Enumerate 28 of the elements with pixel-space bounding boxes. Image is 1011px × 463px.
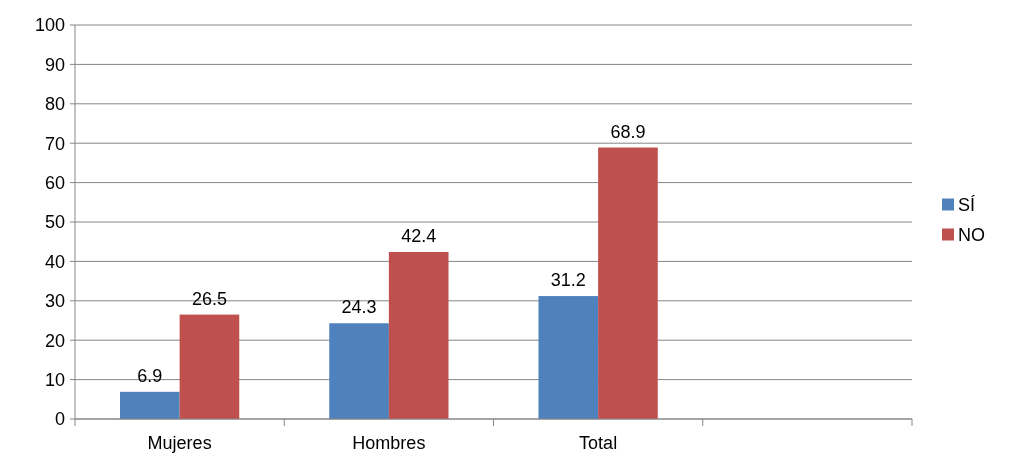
data-label: 6.9: [137, 365, 163, 386]
y-tick-label: 90: [44, 54, 65, 75]
bar: [598, 147, 658, 419]
legend-label: SÍ: [958, 194, 976, 215]
y-tick-label: 50: [44, 212, 65, 233]
data-label: 26.5: [191, 288, 227, 309]
y-tick-label: 40: [44, 251, 65, 272]
x-tick-label: Hombres: [352, 433, 426, 453]
y-tick-label: 10: [44, 369, 65, 390]
bar: [179, 314, 240, 419]
legend-label: NO: [958, 224, 985, 245]
y-tick-label: 30: [44, 291, 65, 312]
data-label: 68.9: [610, 121, 646, 142]
x-tick-label: Total: [579, 433, 618, 453]
bar: [119, 391, 180, 419]
y-tick-label: 0: [54, 409, 65, 430]
y-tick-label: 80: [44, 94, 65, 115]
x-tick-label: Mujeres: [147, 433, 212, 453]
bar: [388, 251, 449, 419]
y-tick-label: 100: [34, 15, 65, 36]
y-tick-label: 70: [44, 133, 65, 154]
y-tick-label: 20: [44, 330, 65, 351]
y-tick-label: 60: [44, 172, 65, 193]
data-label: 24.3: [341, 297, 377, 318]
data-label: 42.4: [401, 225, 437, 246]
data-label: 31.2: [550, 270, 586, 291]
bar: [329, 323, 389, 419]
bar: [538, 296, 599, 419]
